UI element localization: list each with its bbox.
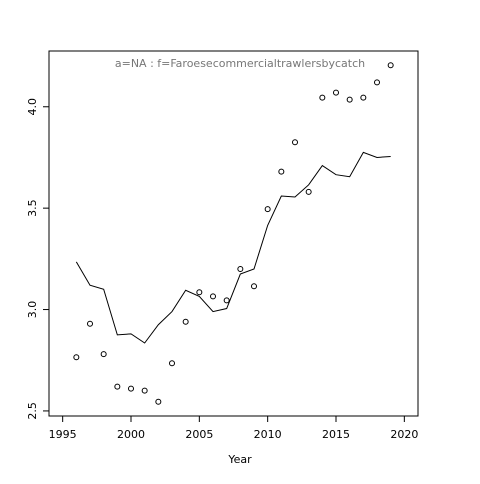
data-point (128, 385, 134, 392)
x-axis-label: Year (227, 453, 252, 466)
data-point (333, 89, 339, 96)
data-point (87, 320, 93, 327)
data-point (319, 94, 326, 101)
data-point (264, 206, 271, 213)
plot-box (48, 50, 419, 417)
data-point (223, 297, 230, 304)
data-point (346, 96, 353, 103)
x-tick-label: 2000 (117, 428, 145, 441)
data-point (360, 94, 367, 101)
data-line (75, 151, 391, 344)
y-tick-label: 4.0 (26, 98, 39, 116)
data-point (196, 289, 203, 296)
data-point (387, 62, 394, 69)
y-tick-label: 2.5 (26, 402, 39, 420)
x-tick-label: 2010 (254, 428, 282, 441)
x-tick-label: 2020 (390, 428, 418, 441)
data-point (155, 398, 162, 405)
data-point (305, 188, 312, 195)
x-tick-label: 2015 (322, 428, 350, 441)
x-tick-label: 1995 (49, 428, 77, 441)
data-point (182, 318, 189, 325)
data-point (169, 360, 175, 367)
data-point (141, 387, 148, 394)
data-point (73, 354, 80, 361)
data-point (292, 139, 298, 146)
x-tick-label: 2005 (185, 428, 213, 441)
data-point (251, 283, 257, 290)
data-point (278, 168, 285, 175)
data-point (237, 265, 244, 272)
data-point (100, 351, 107, 358)
data-point (210, 293, 216, 300)
annotation: a=NA : f=Faroesecommercialtrawlersbycatc… (115, 57, 365, 70)
y-tick-label: 3.5 (26, 199, 39, 217)
data-point (114, 383, 121, 390)
y-tick-label: 3.0 (26, 301, 39, 319)
data-point (374, 79, 380, 86)
